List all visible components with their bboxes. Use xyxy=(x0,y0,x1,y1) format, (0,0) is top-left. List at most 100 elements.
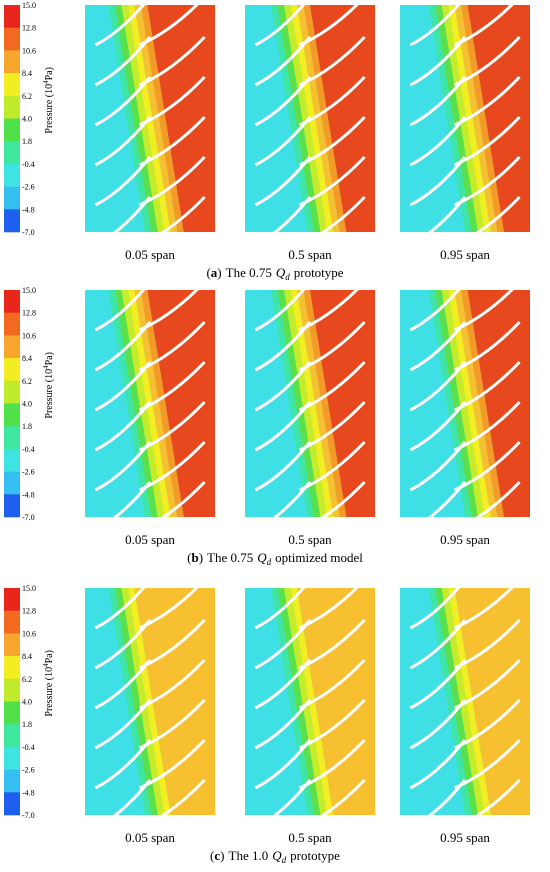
contour-region xyxy=(271,5,314,232)
colorbar-tick-label: -4.8 xyxy=(22,788,35,797)
blade xyxy=(254,739,312,790)
colorbar-band xyxy=(4,380,20,404)
caption-text: The 0.75 xyxy=(226,265,272,280)
blade xyxy=(94,401,152,452)
colorbar-band xyxy=(4,426,20,450)
colorbar-tick-label: 4.0 xyxy=(22,698,32,707)
caption-paren: ( xyxy=(187,550,191,565)
caption-paren: ( xyxy=(206,265,210,280)
colorbar-tick-label: 15.0 xyxy=(22,1,36,10)
blade xyxy=(94,739,152,790)
contour-region xyxy=(303,5,347,232)
blade xyxy=(113,481,152,517)
caption-paren: ) xyxy=(199,550,203,565)
blade xyxy=(113,779,152,815)
blade xyxy=(94,76,152,127)
caption-q: Q xyxy=(257,550,267,565)
blade xyxy=(409,619,467,670)
caption-sub: d xyxy=(285,272,290,282)
contour-region xyxy=(147,290,215,517)
blade xyxy=(409,156,467,207)
colorbar-band xyxy=(4,633,20,657)
colorbar-tick-label: 10.6 xyxy=(22,629,36,638)
blade xyxy=(94,156,152,207)
blade xyxy=(409,441,467,492)
colorbar-band xyxy=(4,403,20,427)
caption-letter: c xyxy=(214,848,220,863)
blade xyxy=(320,480,366,517)
span-label: 0.95 span xyxy=(440,247,490,262)
contour-region xyxy=(467,290,530,517)
colorbar-band xyxy=(4,724,20,748)
contour-region xyxy=(310,5,375,232)
colorbar-tick-label: 12.8 xyxy=(22,309,36,318)
span-label: 0.95 span xyxy=(440,532,490,547)
panel-caption: (c) The 1.0 Qd prototype xyxy=(210,848,340,865)
blade xyxy=(113,196,152,232)
contour-region xyxy=(284,588,327,815)
contour-region xyxy=(147,5,215,232)
contour-region xyxy=(303,290,347,517)
contour-region xyxy=(134,5,178,232)
caption-sub: d xyxy=(282,855,287,865)
caption-paren: ( xyxy=(210,848,214,863)
contour-region xyxy=(461,290,504,517)
contour-region xyxy=(284,290,327,517)
colorbar-band xyxy=(4,27,20,51)
blade xyxy=(475,195,521,232)
blade xyxy=(409,76,467,127)
blade xyxy=(273,779,312,815)
blade xyxy=(254,619,312,670)
colorbar-band xyxy=(4,448,20,472)
blade xyxy=(94,588,146,630)
colorbar-tick-label: 4.0 xyxy=(22,115,32,124)
blade xyxy=(320,778,366,815)
title-part: Pa) xyxy=(44,650,55,663)
contour-region xyxy=(284,5,327,232)
blade xyxy=(273,481,312,517)
caption-sub: d xyxy=(267,557,272,567)
blade xyxy=(409,361,467,412)
colorbar-tick-label: 15.0 xyxy=(22,286,36,295)
blade xyxy=(94,321,152,372)
colorbar-tick-label: 12.8 xyxy=(22,607,36,616)
blade xyxy=(254,361,312,412)
colorbar-title: Pressure (104Pa) xyxy=(42,67,55,134)
blade xyxy=(160,778,206,815)
colorbar-band xyxy=(4,746,20,770)
span-label: 0.95 span xyxy=(440,830,490,845)
contour-region xyxy=(435,5,478,232)
colorbar-title: Pressure (104Pa) xyxy=(42,352,55,419)
blade xyxy=(273,196,312,232)
contour-region xyxy=(454,588,530,815)
blade xyxy=(475,778,521,815)
contour-region xyxy=(297,290,340,517)
contour-region xyxy=(454,5,498,232)
colorbar-tick-label: -7.0 xyxy=(22,811,35,820)
blade xyxy=(254,401,312,452)
colorbar-band xyxy=(4,769,20,793)
contour-region xyxy=(271,290,314,517)
contour-plot xyxy=(85,5,215,232)
title-part: Pa) xyxy=(44,67,55,80)
colorbar-tick-label: -0.4 xyxy=(22,743,35,752)
blade xyxy=(254,36,312,87)
colorbar-band xyxy=(4,50,20,74)
blade xyxy=(428,481,467,517)
blade xyxy=(94,699,152,750)
colorbar-tick-label: 8.4 xyxy=(22,69,32,78)
blade xyxy=(409,36,467,87)
contour-region xyxy=(140,290,184,517)
contour-region xyxy=(435,588,478,815)
contour-region xyxy=(428,588,472,815)
colorbar-band xyxy=(4,163,20,187)
span-label: 0.05 span xyxy=(125,247,175,262)
blade xyxy=(409,739,467,790)
blade xyxy=(254,290,306,332)
colorbar-tick-label: -7.0 xyxy=(22,228,35,237)
colorbar-band xyxy=(4,588,20,611)
blade xyxy=(254,321,312,372)
blade xyxy=(409,659,467,710)
caption-text: optimized model xyxy=(275,550,363,565)
